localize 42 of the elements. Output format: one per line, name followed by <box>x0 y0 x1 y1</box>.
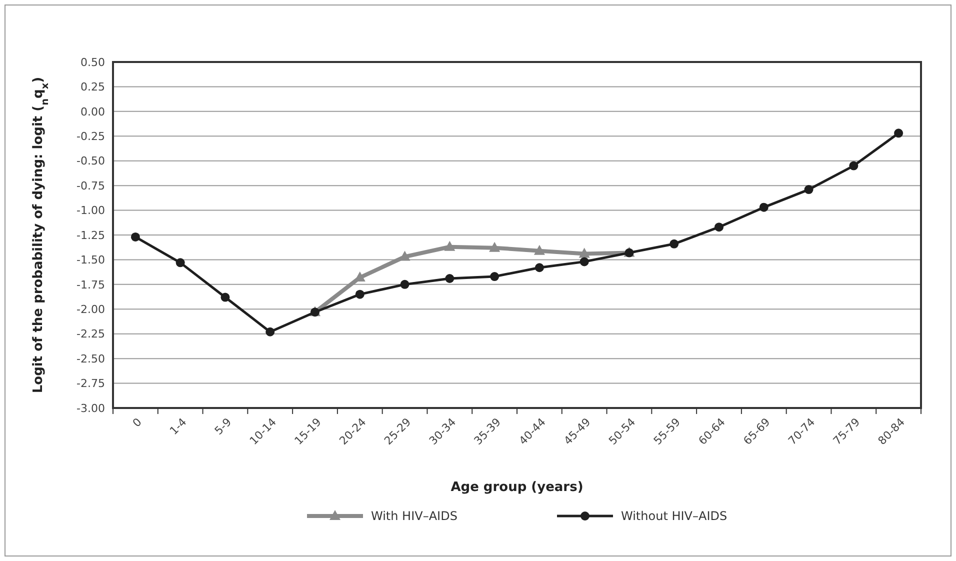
point <box>670 239 679 248</box>
y-tick-label: -3.00 <box>76 402 105 415</box>
x-tick-label: 1-4 <box>167 416 190 438</box>
point <box>490 272 500 282</box>
y-tick-label: 0.50 <box>80 56 105 69</box>
point <box>399 250 410 261</box>
point <box>849 161 858 170</box>
point <box>355 290 364 299</box>
point <box>130 232 140 242</box>
y-tick-label: -0.25 <box>76 130 105 143</box>
y-tick-label: -2.75 <box>76 377 105 390</box>
y-tick-label: -1.75 <box>76 278 105 292</box>
point <box>534 244 545 255</box>
legend-label: Without HIV–AIDS <box>621 509 728 524</box>
point <box>176 258 185 268</box>
x-tick-label: 5-9 <box>212 416 234 438</box>
point <box>580 257 589 266</box>
y-tick-label: -1.25 <box>76 228 105 242</box>
y-tick-label: -1.00 <box>76 204 105 218</box>
y-tick-label: -2.25 <box>76 328 105 341</box>
point <box>714 222 724 232</box>
point <box>489 242 500 252</box>
point <box>400 280 410 289</box>
legend-label: With HIV–AIDS <box>371 509 458 524</box>
y-tick-label: -0.50 <box>76 154 105 168</box>
point <box>444 240 456 251</box>
point <box>266 327 275 336</box>
y-tick-label: 0.00 <box>80 105 105 118</box>
y-tick-label: -2.00 <box>76 302 105 316</box>
point <box>804 185 814 194</box>
y-tick-label: 0.25 <box>80 80 105 94</box>
y-tick-label: -0.75 <box>76 179 105 192</box>
point <box>534 263 544 272</box>
point <box>894 128 904 138</box>
point <box>445 274 454 283</box>
y-tick-label: -2.50 <box>76 352 105 366</box>
point <box>759 202 768 212</box>
point <box>578 248 590 258</box>
x-tick-label: 0 <box>130 416 144 430</box>
x-axis-title: Age group (years) <box>450 480 584 495</box>
y-tick-label: -1.50 <box>76 254 105 267</box>
point <box>220 292 230 302</box>
